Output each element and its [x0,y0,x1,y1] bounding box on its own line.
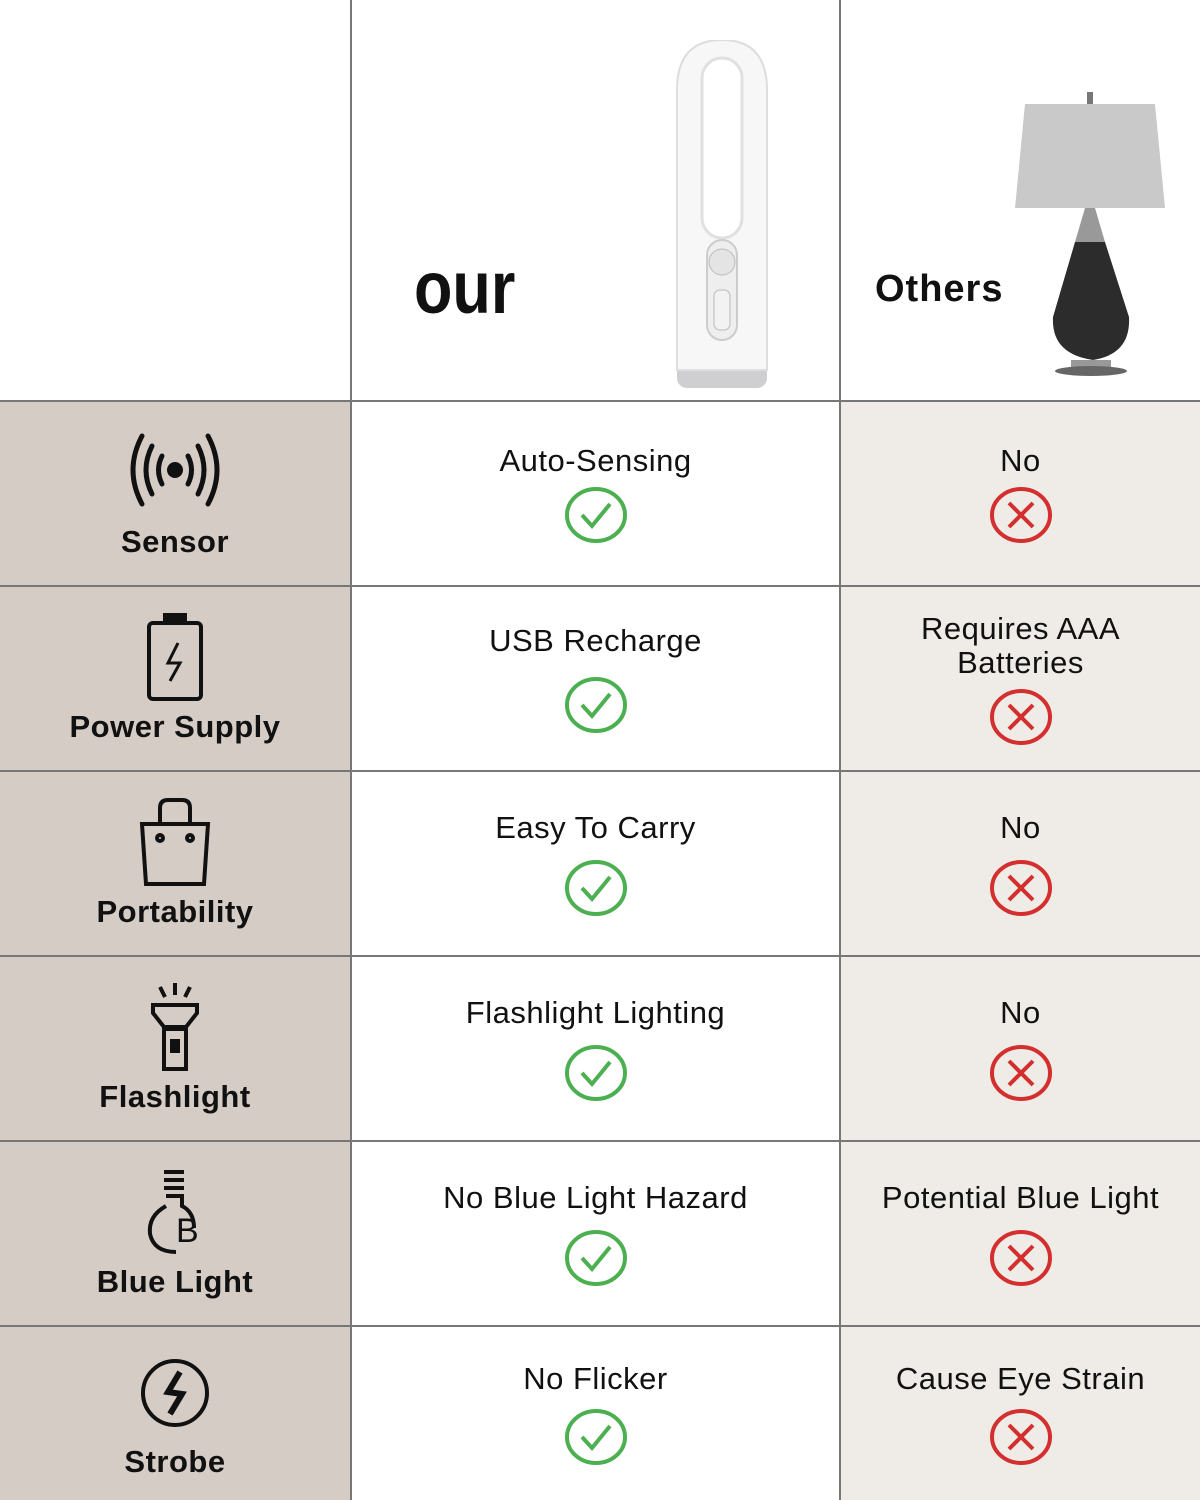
ours-text: Easy To Carry [495,809,696,845]
bag-icon [139,797,211,886]
ours-text: No Blue Light Hazard [443,1179,748,1215]
battery-icon [147,612,203,701]
sensor-waves-icon [130,433,220,506]
cross-icon [989,859,1052,916]
others-cell-portability: No [841,772,1200,957]
feature-cell-sensor: Sensor [0,402,352,587]
others-cell-strobe: Cause Eye Strain [841,1327,1200,1500]
check-icon [564,1408,627,1465]
flashlight-icon [151,982,199,1071]
feature-cell-portability: Portability [0,772,352,957]
ours-cell-power: USB Recharge [352,587,841,772]
ours-cell-strobe: No Flicker [352,1327,841,1500]
cross-icon [989,1408,1052,1465]
others-text: Potential Blue Light [881,1179,1160,1215]
others-text: Requires AAA Batteries [921,610,1120,680]
feature-cell-strobe: Strobe [0,1327,352,1500]
cross-icon [989,1044,1052,1101]
check-icon [564,859,627,916]
ours-cell-sensor: Auto-Sensing [352,402,841,587]
svg-text:B: B [176,1212,199,1250]
feature-cell-flashlight: Flashlight [0,957,352,1142]
ours-text: USB Recharge [489,622,702,658]
others-text: No [1000,442,1041,478]
check-icon [564,1229,627,1286]
feature-label: Strobe [124,1443,226,1479]
bulb-b-icon: B [147,1169,199,1254]
others-label: Others [875,268,1004,310]
feature-label: Sensor [120,523,230,559]
strobe-icon [141,1358,209,1427]
feature-cell-blue-light: B Blue Light [0,1142,352,1327]
feature-cell-power: Power Supply [0,587,352,772]
ours-text: No Flicker [523,1360,668,1396]
table-lamp-image [1015,92,1165,376]
cross-icon [989,688,1052,745]
ours-text: Flashlight Lighting [465,994,726,1030]
others-text: No [1000,994,1041,1030]
ours-text: Auto-Sensing [499,442,692,478]
cross-icon [989,486,1052,543]
ours-cell-portability: Easy To Carry [352,772,841,957]
feature-label: Blue Light [96,1263,254,1299]
ours-label: our [414,246,516,329]
check-icon [564,676,627,733]
others-text: Cause Eye Strain [895,1360,1146,1396]
header-empty-cell [0,0,352,402]
header-others: Others [841,0,1200,402]
others-cell-power: Requires AAA Batteries [841,587,1200,772]
check-icon [564,1044,627,1101]
ours-cell-flashlight: Flashlight Lighting [352,957,841,1142]
feature-label: Flashlight [99,1078,251,1114]
others-text: No [1000,809,1041,845]
feature-label: Portability [96,893,254,929]
header-ours: our [352,0,841,402]
night-light-product-image [676,40,768,388]
others-cell-flashlight: No [841,957,1200,1142]
cross-icon [989,1229,1052,1286]
others-cell-sensor: No [841,402,1200,587]
check-icon [564,486,627,543]
ours-cell-blue-light: No Blue Light Hazard [352,1142,841,1327]
others-cell-blue-light: Potential Blue Light [841,1142,1200,1327]
feature-label: Power Supply [69,708,281,744]
